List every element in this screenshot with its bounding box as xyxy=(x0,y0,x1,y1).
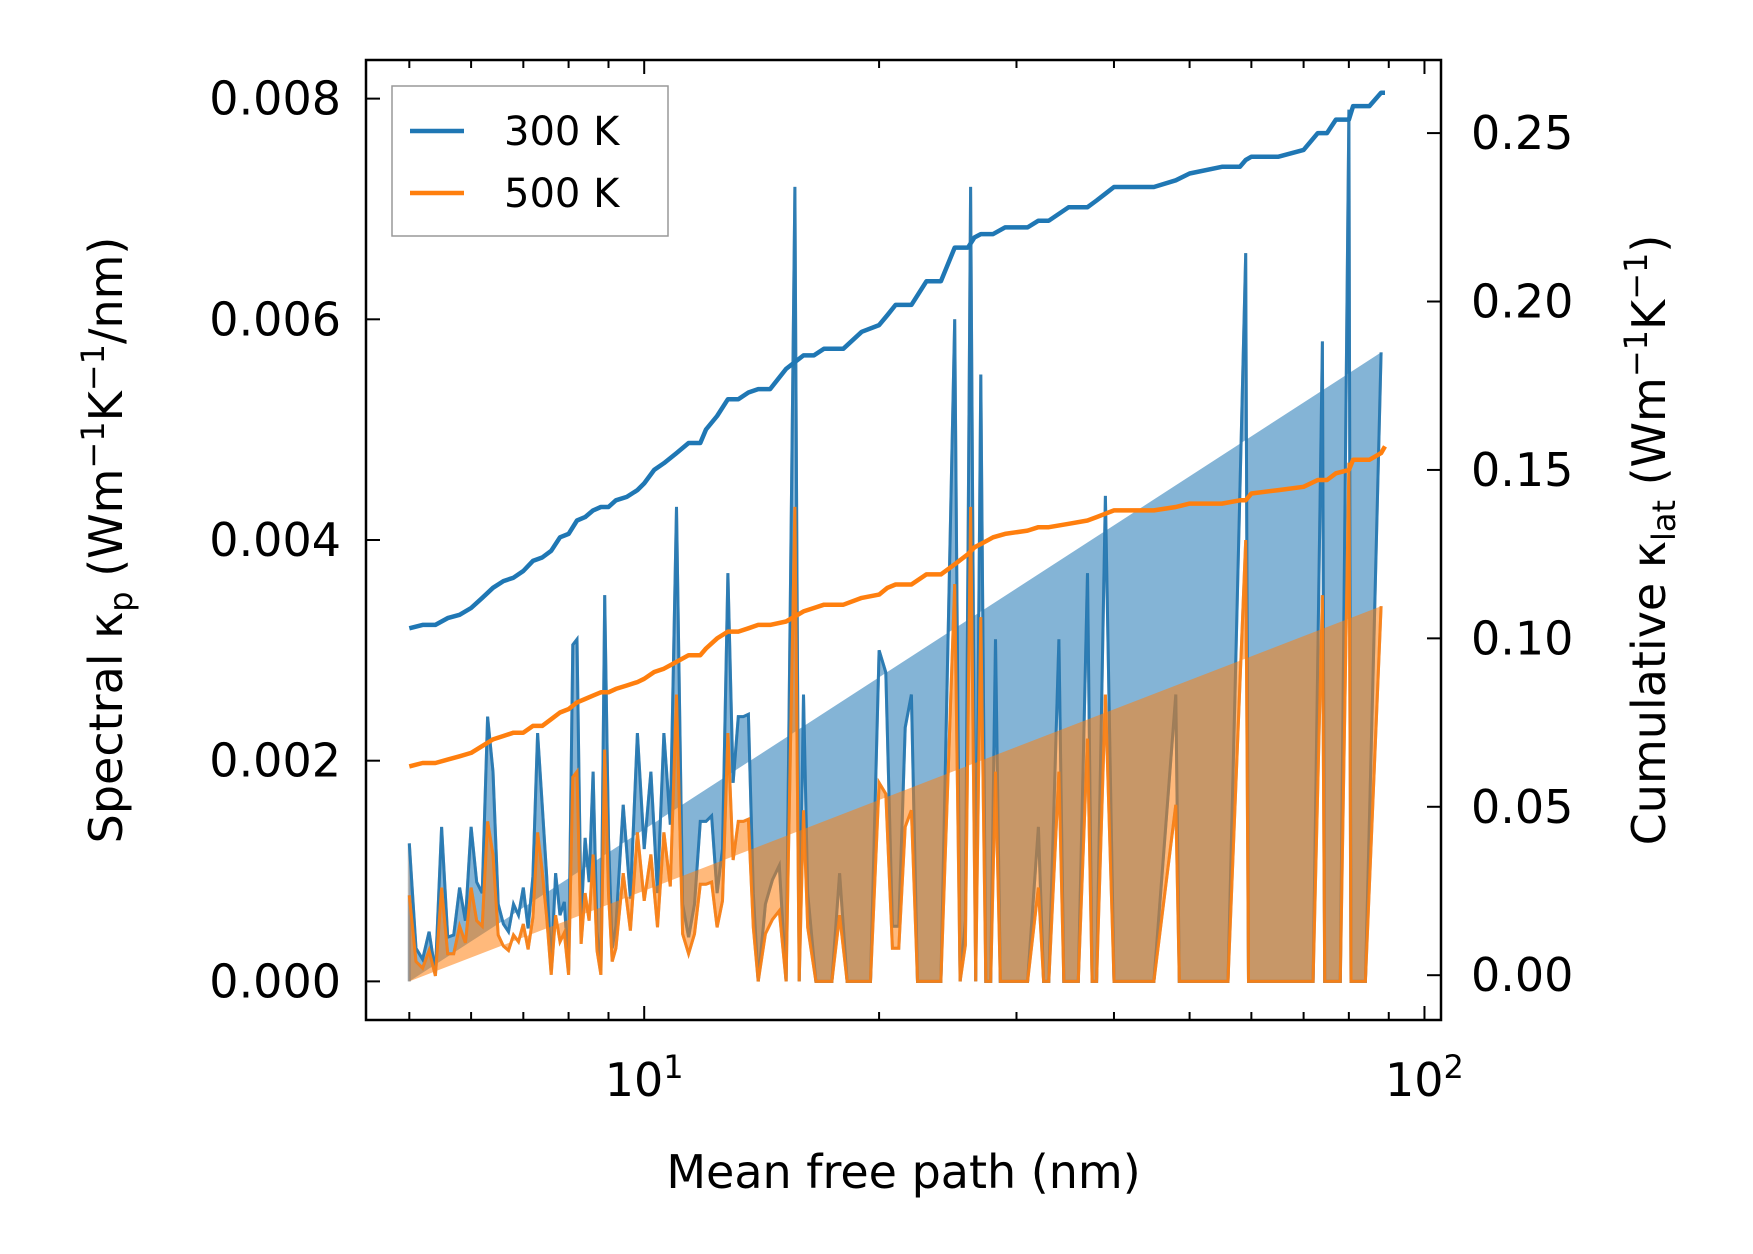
y-right-tick-label: 0.00 xyxy=(1471,948,1573,1002)
legend-label: 500 K xyxy=(504,171,621,217)
cumulative-line-300K xyxy=(408,90,1385,631)
legend-label: 300 K xyxy=(504,109,621,155)
y-right-tick-label: 0.05 xyxy=(1471,780,1573,834)
y-left-tick-label: 0.006 xyxy=(209,292,341,346)
legend: 300 K 500 K xyxy=(391,85,669,237)
legend-box xyxy=(391,85,669,237)
series-lines xyxy=(408,90,1387,769)
axes: 101 102 0.000 0.002 0.004 0.006 0.008 0.00 0.05 0… xyxy=(74,58,1683,1199)
x-tick-label: 101 xyxy=(605,1048,684,1107)
y-right-tick-label: 0.20 xyxy=(1471,275,1573,329)
y-right-tick-label: 0.25 xyxy=(1471,106,1573,160)
x-tick-label: 102 xyxy=(1385,1048,1464,1107)
y-left-tick-label: 0.008 xyxy=(209,72,341,126)
x-axis-label: Mean free path (nm) xyxy=(666,1145,1140,1199)
cumulative-line-500K xyxy=(408,445,1387,769)
y-right-tick-label: 0.15 xyxy=(1471,443,1573,497)
y-left-axis-label: Spectral κp (Wm−1K−1/nm) xyxy=(74,237,140,844)
y-left-tick-label: 0.000 xyxy=(209,954,341,1008)
spectral-line-500K xyxy=(407,462,1383,983)
y-left-tick-label: 0.002 xyxy=(209,734,341,788)
spectral-fills xyxy=(407,109,1383,983)
y-right-tick-label: 0.10 xyxy=(1471,611,1573,665)
y-left-tick-label: 0.004 xyxy=(209,513,341,567)
y-right-axis-label: Cumulative κlat (Wm−1K−1) xyxy=(1617,235,1683,846)
